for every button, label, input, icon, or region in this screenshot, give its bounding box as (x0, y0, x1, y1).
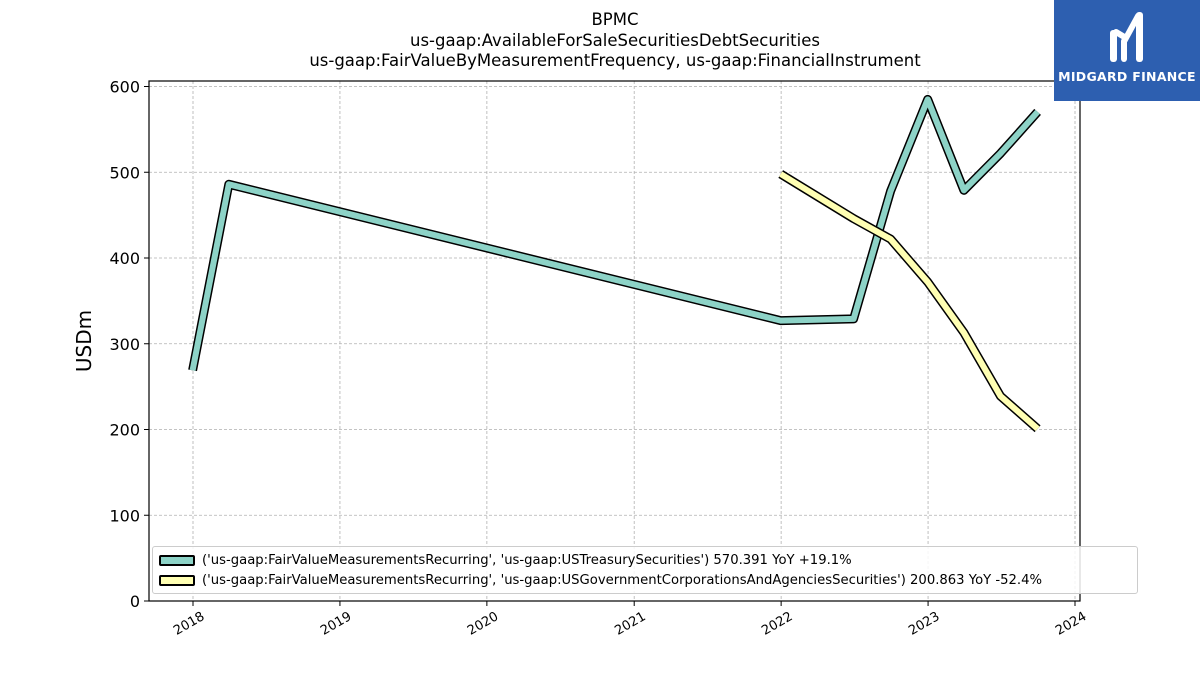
series-layer (188, 94, 1041, 433)
y-tick-label: 0 (130, 592, 140, 611)
x-tick-label: 2024 (1053, 609, 1089, 639)
x-tick-label: 2023 (906, 609, 942, 639)
y-tick-label: 200 (109, 421, 140, 440)
x-axis: 2018 2019 2020 2021 2022 2023 2024 (171, 601, 1089, 639)
x-tick-label: 2018 (171, 609, 207, 639)
plot-frame (148, 80, 1081, 602)
x-tick-label: 2020 (465, 609, 501, 639)
chart-title-line1: BPMC (591, 10, 639, 29)
y-tick-label: 100 (109, 506, 140, 525)
legend-label-treasury: ('us-gaap:FairValueMeasurementsRecurring… (202, 552, 852, 568)
series-line-0 (189, 96, 1040, 371)
midgard-finance-logo: MIDGARD FINANCE (1054, 0, 1200, 101)
x-tick-label: 2019 (318, 609, 354, 639)
y-tick-label: 400 (109, 249, 140, 268)
y-axis: 0 100 200 300 400 500 600 (109, 78, 149, 611)
chart-title: BPMC us-gaap:AvailableForSaleSecuritiesD… (0, 10, 1200, 72)
x-tick-label: 2021 (612, 609, 648, 639)
x-tick-label: 2022 (759, 609, 795, 639)
legend-swatch-treasury (159, 554, 195, 566)
midgard-logo-icon (1110, 12, 1143, 62)
y-axis-label: USDm (72, 310, 96, 372)
legend-item-agencies: ('us-gaap:FairValueMeasurementsRecurring… (159, 571, 1042, 589)
legend-swatch-agencies (159, 574, 195, 586)
legend-item-treasury: ('us-gaap:FairValueMeasurementsRecurring… (159, 551, 852, 569)
chart-legend: ('us-gaap:FairValueMeasurementsRecurring… (152, 546, 1138, 594)
chart-title-line2: us-gaap:AvailableForSaleSecuritiesDebtSe… (410, 30, 820, 50)
series-line-1 (779, 171, 1040, 432)
legend-label-agencies: ('us-gaap:FairValueMeasurementsRecurring… (202, 572, 1043, 588)
chart-title-line3: us-gaap:FairValueByMeasurementFrequency,… (309, 51, 921, 70)
logo-text: MIDGARD FINANCE (1058, 69, 1196, 84)
y-tick-label: 600 (109, 78, 140, 97)
y-tick-label: 300 (109, 335, 140, 354)
grid-layer (149, 81, 1080, 602)
y-tick-label: 500 (109, 163, 140, 182)
